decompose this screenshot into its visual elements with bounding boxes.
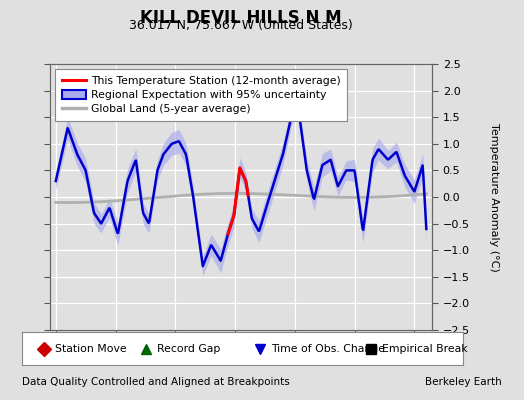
Text: Berkeley Earth: Berkeley Earth xyxy=(425,377,502,387)
Text: Record Gap: Record Gap xyxy=(157,344,220,354)
Y-axis label: Temperature Anomaly (°C): Temperature Anomaly (°C) xyxy=(489,123,499,271)
Text: KILL DEVIL HILLS N M: KILL DEVIL HILLS N M xyxy=(140,9,342,27)
Text: Time of Obs. Change: Time of Obs. Change xyxy=(271,344,385,354)
Text: 36.017 N, 75.667 W (United States): 36.017 N, 75.667 W (United States) xyxy=(129,19,353,32)
Text: Data Quality Controlled and Aligned at Breakpoints: Data Quality Controlled and Aligned at B… xyxy=(22,377,290,387)
Text: Station Move: Station Move xyxy=(55,344,127,354)
Text: Empirical Break: Empirical Break xyxy=(381,344,467,354)
Legend: This Temperature Station (12-month average), Regional Expectation with 95% uncer: This Temperature Station (12-month avera… xyxy=(55,70,347,121)
